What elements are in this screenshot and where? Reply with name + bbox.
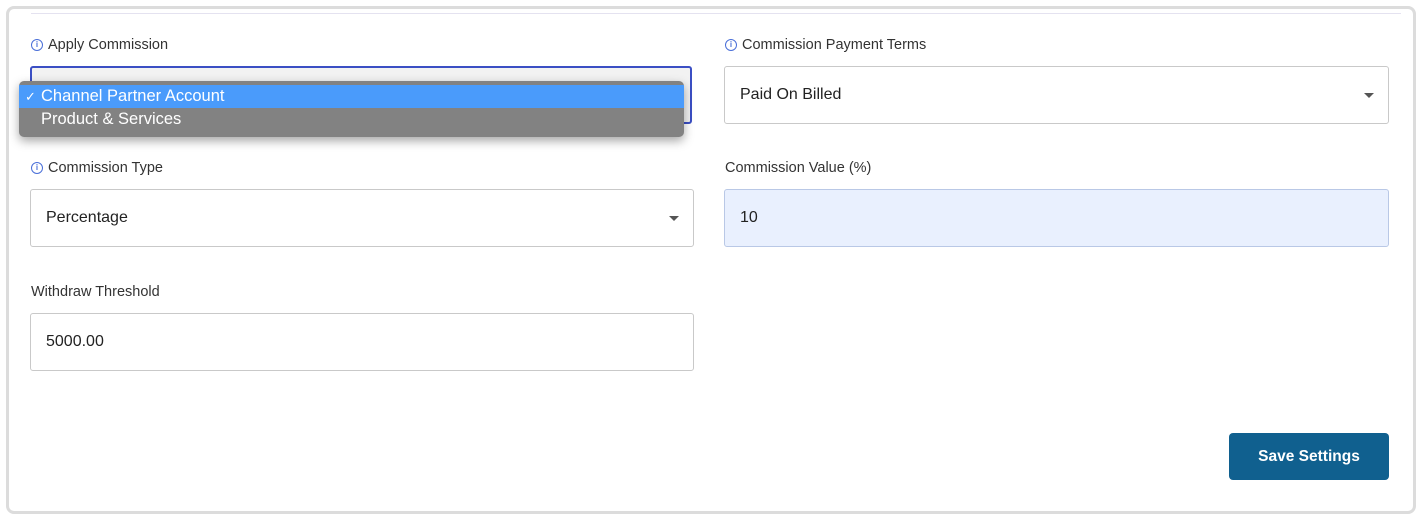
chevron-down-icon <box>1364 93 1374 98</box>
apply-commission-label: i Apply Commission <box>31 37 168 53</box>
withdraw-threshold-label: Withdraw Threshold <box>31 284 160 300</box>
info-icon[interactable]: i <box>31 162 43 174</box>
input-value: 10 <box>740 209 758 226</box>
option-label: Channel Partner Account <box>41 87 225 105</box>
payment-terms-select[interactable]: Paid On Billed <box>724 66 1389 124</box>
divider <box>31 13 1401 14</box>
input-value: 5000.00 <box>46 333 104 350</box>
commission-value-input[interactable]: 10 <box>724 189 1389 247</box>
label-text: Apply Commission <box>48 37 169 53</box>
label-text: Commission Value (%) <box>725 160 872 176</box>
dropdown-option[interactable]: Product & Services <box>19 108 684 131</box>
apply-commission-dropdown-menu: ✓ Channel Partner Account Product & Servi… <box>19 81 684 137</box>
dropdown-option[interactable]: ✓ Channel Partner Account <box>19 85 684 108</box>
commission-type-label: i Commission Type <box>31 160 163 176</box>
save-settings-button[interactable]: Save Settings <box>1229 433 1389 480</box>
payment-terms-label: i Commission Payment Terms <box>725 37 926 53</box>
chevron-down-icon <box>669 216 679 221</box>
check-icon: ✓ <box>25 89 36 104</box>
info-icon[interactable]: i <box>725 39 737 51</box>
select-value: Paid On Billed <box>740 86 842 103</box>
label-text: Withdraw Threshold <box>31 284 160 300</box>
commission-value-label: Commission Value (%) <box>725 160 871 176</box>
option-label: Product & Services <box>41 110 182 128</box>
select-value: Percentage <box>46 209 128 226</box>
withdraw-threshold-input[interactable]: 5000.00 <box>30 313 694 371</box>
commission-type-select[interactable]: Percentage <box>30 189 694 247</box>
label-text: Commission Payment Terms <box>742 37 927 53</box>
info-icon[interactable]: i <box>31 39 43 51</box>
label-text: Commission Type <box>48 160 163 176</box>
